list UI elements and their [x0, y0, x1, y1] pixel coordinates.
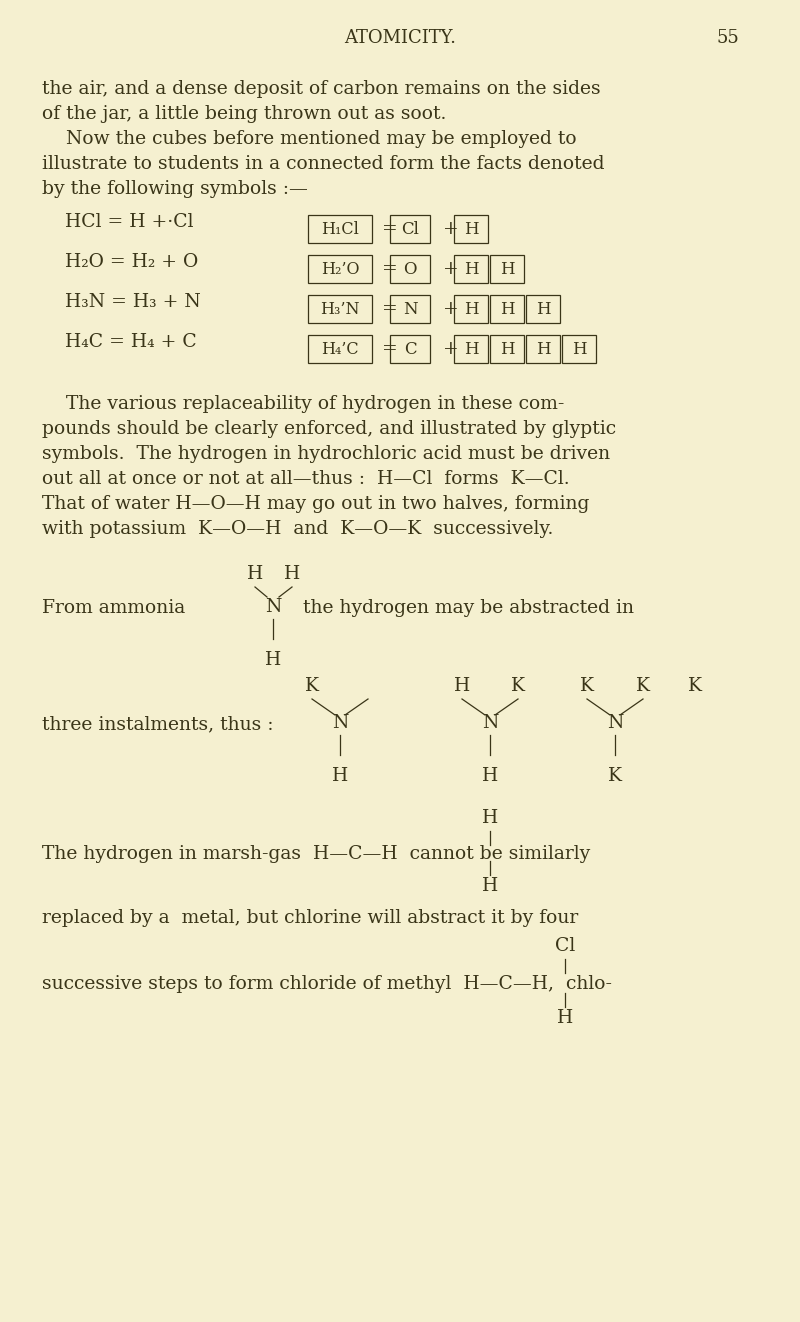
Text: ATOMICITY.: ATOMICITY.	[344, 29, 456, 48]
Bar	[308, 334, 372, 364]
Bar	[308, 215, 372, 243]
Text: C: C	[404, 341, 416, 357]
Text: with potassium  K—O—H  and  K—O—K  successively.: with potassium K—O—H and K—O—K successiv…	[42, 520, 554, 538]
Bar	[390, 334, 430, 364]
Text: =: =	[376, 300, 404, 319]
Bar	[526, 334, 560, 364]
Bar	[390, 295, 430, 323]
Text: H: H	[557, 1009, 573, 1027]
Bar	[454, 334, 488, 364]
Text: H: H	[482, 767, 498, 785]
Text: Cl: Cl	[555, 937, 575, 954]
Text: H: H	[332, 767, 348, 785]
Bar	[526, 295, 560, 323]
Text: H₁Cl: H₁Cl	[321, 221, 359, 238]
Text: H₂’O: H₂’O	[321, 260, 359, 278]
Text: H₄C = H₄ + C: H₄C = H₄ + C	[65, 333, 197, 352]
Text: H: H	[500, 260, 514, 278]
Text: +: +	[437, 340, 465, 358]
Bar	[562, 334, 596, 364]
Text: illustrate to students in a connected form the facts denoted: illustrate to students in a connected fo…	[42, 155, 605, 173]
Text: replaced by a  metal, but chlorine will abstract it by four: replaced by a metal, but chlorine will a…	[42, 910, 578, 927]
Bar	[454, 255, 488, 283]
Text: symbols.  The hydrogen in hydrochloric acid must be driven: symbols. The hydrogen in hydrochloric ac…	[42, 446, 610, 463]
Text: K: K	[580, 677, 594, 695]
Text: N: N	[332, 714, 348, 732]
Text: H: H	[482, 876, 498, 895]
Text: K: K	[688, 677, 702, 695]
Text: H: H	[500, 341, 514, 357]
Text: H₄’C: H₄’C	[321, 341, 359, 357]
Text: N: N	[402, 300, 418, 317]
Text: 55: 55	[717, 29, 739, 48]
Text: H: H	[284, 564, 300, 583]
Text: N: N	[265, 598, 281, 616]
Text: H: H	[500, 300, 514, 317]
Text: of the jar, a little being thrown out as soot.: of the jar, a little being thrown out as…	[42, 104, 446, 123]
Text: Now the cubes before mentioned may be employed to: Now the cubes before mentioned may be em…	[42, 130, 577, 148]
Text: H: H	[464, 341, 478, 357]
Text: H: H	[536, 341, 550, 357]
Text: +: +	[437, 260, 465, 278]
Bar	[454, 295, 488, 323]
Text: H: H	[247, 564, 263, 583]
Text: =: =	[376, 260, 404, 278]
Text: H: H	[464, 300, 478, 317]
Text: H₃N = H₃ + N: H₃N = H₃ + N	[65, 293, 201, 311]
Text: Cl: Cl	[401, 221, 419, 238]
Text: That of water H—O—H may go out in two halves, forming: That of water H—O—H may go out in two ha…	[42, 494, 590, 513]
Text: by the following symbols :—: by the following symbols :—	[42, 180, 308, 198]
Text: pounds should be clearly enforced, and illustrated by glyptic: pounds should be clearly enforced, and i…	[42, 420, 616, 438]
Bar	[490, 334, 524, 364]
Text: N: N	[607, 714, 623, 732]
Bar	[390, 215, 430, 243]
Text: HCl = H +·Cl: HCl = H +·Cl	[65, 213, 194, 231]
Text: H₂O = H₂ + O: H₂O = H₂ + O	[65, 253, 198, 271]
Text: H: H	[464, 260, 478, 278]
Text: K: K	[511, 677, 525, 695]
Text: O: O	[403, 260, 417, 278]
Text: H: H	[464, 221, 478, 238]
Text: K: K	[636, 677, 650, 695]
Text: H₃’N: H₃’N	[320, 300, 360, 317]
Bar	[308, 295, 372, 323]
Text: N: N	[482, 714, 498, 732]
Text: the hydrogen may be abstracted in: the hydrogen may be abstracted in	[303, 599, 634, 617]
Text: The various replaceability of hydrogen in these com-: The various replaceability of hydrogen i…	[42, 395, 564, 412]
Text: H: H	[572, 341, 586, 357]
Text: H: H	[454, 677, 470, 695]
Bar	[490, 295, 524, 323]
Bar	[454, 215, 488, 243]
Text: three instalments, thus :: three instalments, thus :	[42, 715, 274, 732]
Bar	[308, 255, 372, 283]
Text: =: =	[376, 219, 404, 238]
Text: The hydrogen in marsh-gas  H—C—H  cannot be similarly: The hydrogen in marsh-gas H—C—H cannot b…	[42, 845, 590, 863]
Bar	[490, 255, 524, 283]
Text: out all at once or not at all—thus :  H—Cl  forms  K—Cl.: out all at once or not at all—thus : H—C…	[42, 471, 570, 488]
Text: K: K	[305, 677, 319, 695]
Text: the air, and a dense deposit of carbon remains on the sides: the air, and a dense deposit of carbon r…	[42, 81, 601, 98]
Text: successive steps to form chloride of methyl  H—C—H,  chlo-: successive steps to form chloride of met…	[42, 976, 612, 993]
Text: K: K	[608, 767, 622, 785]
Text: +: +	[437, 300, 465, 319]
Text: H: H	[482, 809, 498, 828]
Text: =: =	[376, 340, 404, 358]
Text: H: H	[265, 650, 281, 669]
Text: H: H	[536, 300, 550, 317]
Text: From ammonia: From ammonia	[42, 599, 186, 617]
Bar	[390, 255, 430, 283]
Text: +: +	[437, 219, 465, 238]
